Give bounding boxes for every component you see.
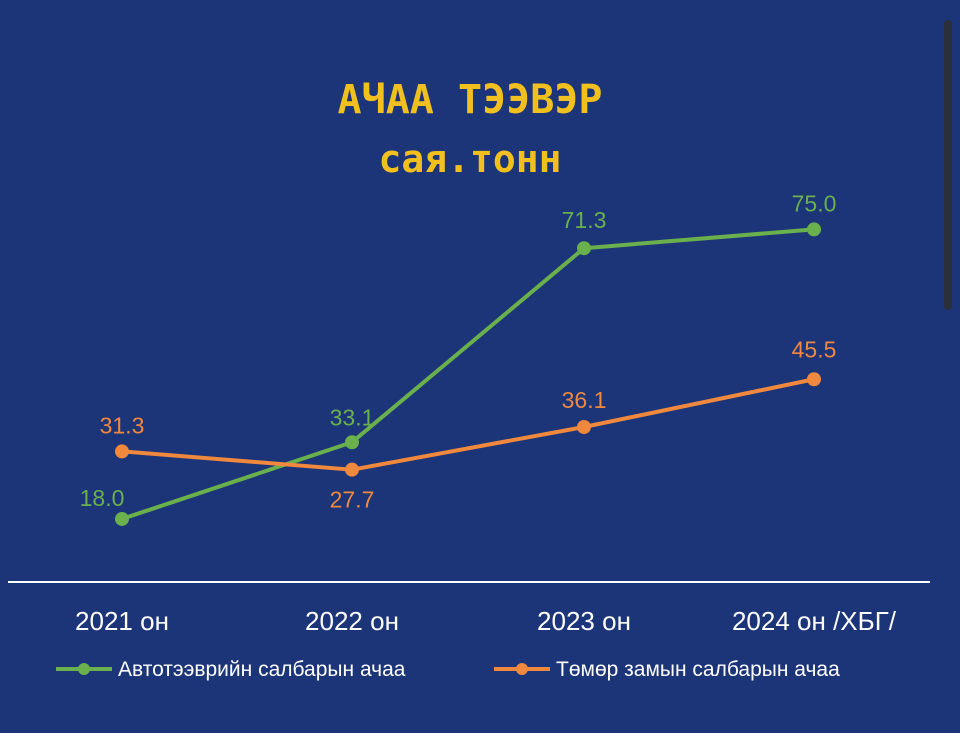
x-tick-label: 2024 он /ХБГ/ — [732, 606, 897, 636]
data-label: 45.5 — [792, 336, 837, 362]
series-markers — [115, 222, 821, 526]
data-label: 18.0 — [80, 485, 125, 511]
data-point — [807, 372, 821, 387]
data-point — [115, 444, 129, 459]
data-point — [345, 462, 359, 477]
chart-subtitle: сая.тонн — [378, 137, 561, 181]
data-point — [577, 420, 591, 435]
legend-label: Төмөр замын салбарын ачаа — [556, 658, 840, 681]
data-label: 36.1 — [562, 387, 607, 413]
data-label: 31.3 — [100, 412, 145, 438]
x-tick-label: 2023 он — [537, 606, 631, 636]
data-point — [345, 435, 359, 450]
series-lines — [121, 227, 815, 521]
scrollbar[interactable] — [944, 20, 952, 310]
data-point — [807, 222, 821, 237]
data-point — [577, 241, 591, 256]
data-point — [115, 511, 129, 526]
x-tick-label: 2021 он — [75, 606, 169, 636]
legend-marker — [78, 663, 90, 675]
x-tick-labels: 2021 он 2022 он 2023 он 2024 он /ХБГ/ — [75, 606, 897, 636]
legend-marker — [516, 663, 528, 675]
series-line-2 — [121, 377, 815, 472]
series-line-1 — [121, 227, 815, 521]
x-tick-label: 2022 он — [305, 606, 399, 636]
data-label: 33.1 — [330, 404, 375, 430]
legend: Автотээврийн салбарын ачаа Төмөр замын са… — [56, 658, 840, 681]
legend-label: Автотээврийн салбарын ачаа — [118, 658, 406, 681]
data-labels: 18.0 33.1 71.3 75.0 31.3 27.7 36.1 45.5 — [80, 190, 837, 512]
data-label: 75.0 — [792, 190, 837, 216]
data-label: 71.3 — [562, 207, 607, 233]
chart-title: АЧАА ТЭЭВЭР — [338, 77, 603, 123]
data-label: 27.7 — [330, 487, 375, 513]
